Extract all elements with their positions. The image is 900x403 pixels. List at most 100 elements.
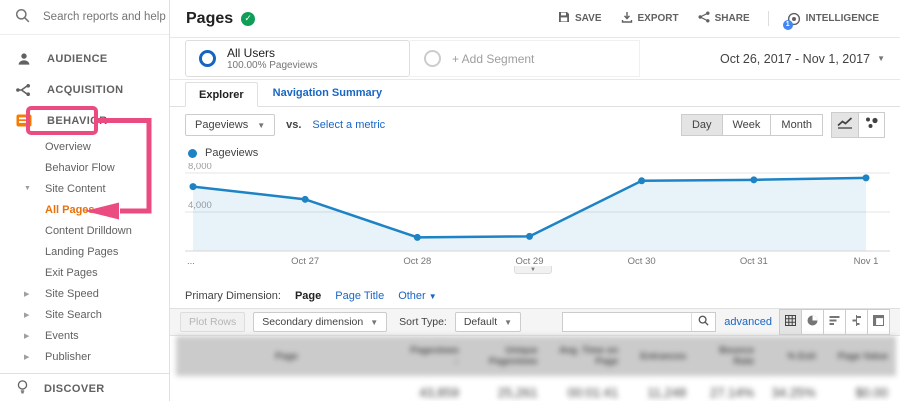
line-chart-icon [837,116,853,134]
vs-label: vs. [286,119,302,131]
save-icon [558,11,570,26]
sidebar-item-behavior[interactable]: BEHAVIOR [0,105,169,136]
search-icon [15,8,30,26]
sidebar-item-publisher[interactable]: ▶ Publisher [24,350,91,363]
granularity-group: Day Week Month [680,114,823,136]
main-content: Pages ✓ SAVE EXPORT SHARE [170,0,900,401]
dimension-page[interactable]: Page [294,290,322,302]
percentage-view-button[interactable] [801,309,824,335]
report-tabs: Explorer Navigation Summary [170,80,900,107]
column-header-exit[interactable]: % Exit [762,336,824,376]
dimension-other-dropdown[interactable]: Other ▼ [398,290,437,302]
bars-icon [829,313,840,331]
pageviews-chart: 4,000 8,000... Oct 27 Oct 28 Oct 29 Oct 30 Oct… [185,161,890,282]
performance-view-button[interactable] [823,309,846,335]
table-search-area: advanced [562,309,890,335]
totals-page-value: $0.00 [855,385,888,400]
sidebar-item-site-search[interactable]: ▶ Site Search [24,308,102,321]
sidebar-search-label: Search reports and help [43,11,166,23]
granularity-month-button[interactable]: Month [770,114,823,136]
table-toolbar: Plot Rows Secondary dimension ▼ Sort Typ… [170,308,900,336]
column-header-avg-time[interactable]: Avg. Time on Page [545,336,627,376]
segment-donut-icon [199,50,216,67]
sidebar-item-discover[interactable]: DISCOVER [0,373,169,403]
segment-title: All Users [227,45,276,60]
column-header-page[interactable]: Page [176,336,397,376]
sidebar-item-exit-pages[interactable]: Exit Pages [45,266,98,279]
sidebar-item-landing-pages[interactable]: Landing Pages [45,245,119,258]
segment-subtitle: 100.00% Pageviews [227,59,318,71]
pageviews-chart-svg[interactable]: 4,000 8,000... Oct 27 Oct 28 Oct 29 Oct 30 Oct… [185,161,890,277]
chart-legend: Pageviews [170,145,900,161]
sort-type-dropdown[interactable]: Default ▼ [454,312,522,332]
svg-text:Oct 27: Oct 27 [291,256,319,267]
header-actions: SAVE EXPORT SHARE 1 INTELLIGENCE [553,7,884,30]
legend-label: Pageviews [205,147,259,159]
acquisition-icon [15,83,32,97]
secondary-dimension-dropdown[interactable]: Secondary dimension ▼ [253,312,388,332]
dimension-page-title[interactable]: Page Title [335,290,385,302]
select-metric-link[interactable]: Select a metric [312,119,386,131]
chevron-down-icon: ▼ [370,317,379,327]
column-header-bounce-rate[interactable]: Bounce Rate [694,336,763,376]
column-header-pageviews[interactable]: Pageviews ↓ [396,336,467,376]
line-chart-button[interactable] [831,112,859,138]
chevron-right-icon: ▶ [24,332,30,340]
totals-bounce-rate: 27.14% [710,385,755,400]
metric-dropdown[interactable]: Pageviews ▼ [185,114,276,136]
sort-type-label: Sort Type: [399,316,447,328]
sidebar-item-all-pages[interactable]: All Pages [45,203,95,216]
pivot-view-button[interactable] [867,309,890,335]
sidebar-item-site-content[interactable]: ▼ Site Content [24,182,106,195]
date-range-selector[interactable]: Oct 26, 2017 - Nov 1, 2017 ▼ [719,51,885,66]
table-search-input[interactable] [563,313,692,331]
comparison-icon [851,313,862,331]
export-button[interactable]: EXPORT [616,7,684,30]
table-totals-row: 43,859% of Total: 100.00% (43,859) 25,26… [176,376,896,401]
sidebar-item-acquisition[interactable]: ACQUISITION [0,74,169,105]
sidebar-item-behavior-flow[interactable]: Behavior Flow [45,161,115,174]
sidebar-item-audience[interactable]: AUDIENCE [0,43,169,74]
intelligence-button[interactable]: 1 INTELLIGENCE [782,8,884,30]
annotations-expander[interactable]: ▼ [514,266,552,274]
share-button[interactable]: SHARE [693,7,755,30]
svg-text:Nov 1: Nov 1 [854,256,879,267]
pie-chart-icon [807,313,818,331]
sidebar-item-overview[interactable]: Overview [45,140,91,153]
advanced-search-link[interactable]: advanced [724,316,772,328]
sidebar-item-site-speed[interactable]: ▶ Site Speed [24,287,99,300]
table-search-button[interactable] [691,313,715,331]
legend-dot-icon [188,148,197,158]
sidebar-item-label: AUDIENCE [47,52,108,65]
plot-rows-button[interactable]: Plot Rows [180,312,246,332]
svg-text:Oct 30: Oct 30 [628,256,656,267]
pages-table: Page Pageviews ↓ Unique Pageviews Avg. T… [176,336,896,401]
totals-unique-pageviews: 25,261 [497,385,538,400]
column-header-entrances[interactable]: Entrances [626,336,695,376]
pivot-icon [873,313,884,331]
table-header-row: Page Pageviews ↓ Unique Pageviews Avg. T… [176,336,896,376]
save-button[interactable]: SAVE [553,7,607,30]
sidebar-search-input[interactable]: Search reports and help [0,0,169,35]
comparison-view-button[interactable] [845,309,868,335]
add-segment-button[interactable]: + Add Segment [410,40,640,77]
sort-arrow-icon: ↓ [454,356,459,367]
data-view-button[interactable] [779,309,802,335]
svg-text:8,000: 8,000 [188,163,212,172]
column-header-page-value[interactable]: Page Value [823,336,896,376]
primary-dimension-label: Primary Dimension: [185,290,281,302]
sidebar-item-content-drilldown[interactable]: Content Drilldown [45,224,132,237]
sidebar-item-events[interactable]: ▶ Events [24,329,79,342]
tab-explorer[interactable]: Explorer [185,82,258,107]
tab-navigation-summary[interactable]: Navigation Summary [272,87,383,99]
column-header-unique-pageviews[interactable]: Unique Pageviews [466,336,546,376]
granularity-week-button[interactable]: Week [721,114,772,136]
page-title: Pages [186,9,234,27]
sidebar-item-label: BEHAVIOR [47,114,108,127]
chevron-down-icon: ▼ [257,120,266,130]
motion-chart-button[interactable] [858,112,885,138]
chevron-down-icon: ▼ [428,292,437,301]
segment-all-users[interactable]: All Users 100.00% Pageviews [185,40,410,77]
granularity-day-button[interactable]: Day [680,114,723,136]
share-icon [698,11,710,26]
